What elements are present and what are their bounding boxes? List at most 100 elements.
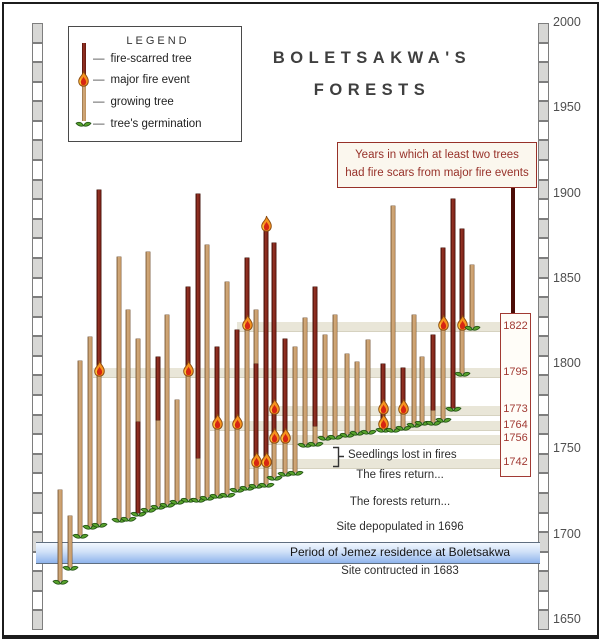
ruler-segment [32, 42, 43, 63]
ruler-segment [538, 355, 549, 376]
germination-icon [384, 425, 402, 433]
flame-icon [260, 451, 273, 468]
ruler-segment [32, 492, 43, 513]
flame-icon [211, 413, 224, 430]
ruler-segment [32, 590, 43, 611]
tree-scar-segment [97, 190, 101, 373]
ruler-segment [538, 512, 549, 533]
ruler-segment [32, 238, 43, 258]
ruler-segment [32, 375, 43, 396]
ruler-segment [538, 492, 549, 513]
tree-stem [303, 318, 307, 445]
ruler-segment [32, 512, 43, 533]
annotation-forests-return: The forests return... [349, 496, 451, 508]
germination-icon [61, 563, 79, 571]
ruler-segment [538, 23, 549, 43]
tree-scar-segment [136, 422, 140, 513]
tree-scar-segment [283, 338, 287, 440]
fire-year-band [248, 458, 500, 469]
legend-item-fire-scarred-tree: — fire-scarred tree [93, 53, 192, 65]
ruler-segment [538, 473, 549, 493]
ruler-segment [32, 257, 43, 278]
callout-line-2: had fire scars from major fire events [345, 166, 529, 179]
legend-dash: — [93, 118, 105, 130]
ruler-segment [538, 316, 549, 337]
tree-stem [175, 399, 179, 501]
ruler-segment [32, 218, 43, 239]
fire-year-label: 1822 [503, 319, 528, 332]
ruler-segment [32, 453, 43, 474]
ruler-segment [538, 179, 549, 200]
ruler-segment [32, 355, 43, 376]
tree-stem [333, 314, 337, 436]
ruler-segment [538, 375, 549, 396]
flame-icon [377, 398, 390, 415]
flame-icon [268, 398, 281, 415]
ruler-segment [538, 81, 549, 102]
year-axis-label: 2000 [553, 15, 581, 29]
tree-stem [366, 340, 370, 431]
callout-pointer-line [510, 184, 515, 313]
germination-icon [71, 531, 89, 539]
fire-icon [77, 70, 90, 87]
tree-stem [323, 335, 327, 438]
tree-stem [412, 314, 416, 424]
flame-icon [182, 360, 195, 377]
tree-stem [245, 258, 249, 487]
ruler-segment [538, 336, 549, 356]
ruler-segment [538, 160, 549, 180]
tree-scar-segment [254, 364, 258, 464]
flame-icon [268, 427, 281, 444]
ruler-segment [32, 62, 43, 82]
germination-icon [119, 514, 137, 522]
ruler-segment [32, 199, 43, 219]
ruler-segment [538, 277, 549, 298]
ruler-segment [32, 414, 43, 435]
title-line-2: FORESTS [313, 81, 431, 99]
germination-icon [247, 481, 265, 489]
tree-stem [126, 309, 130, 518]
tree-stem [225, 282, 229, 494]
tree-scar-segment [196, 193, 200, 458]
fire-year-label: 1764 [503, 418, 528, 431]
ruler-segment [32, 297, 43, 317]
ruler-segment [32, 179, 43, 200]
flame-icon [231, 413, 244, 430]
legend-box: LEGEND — fire-scarred tree — major fire ev… [68, 26, 242, 142]
annotation-fires-return: The fires return... [356, 469, 444, 481]
tree-stem [78, 360, 82, 535]
germination-icon [453, 369, 471, 377]
legend-title: LEGEND [126, 35, 190, 47]
ruler-segment [32, 336, 43, 356]
ruler-segment [538, 42, 549, 63]
ruler-segment [32, 120, 43, 141]
flame-icon [279, 427, 292, 444]
ruler-segment [538, 257, 549, 278]
flame-icon [250, 451, 263, 468]
tree-stem [186, 287, 190, 499]
seedlings-bracket-icon [330, 446, 346, 468]
tree-scar-segment [431, 335, 435, 411]
tree-stem [58, 490, 62, 581]
ruler-segment [32, 571, 43, 591]
tree-scar-segment [441, 248, 445, 327]
ruler-segment [32, 81, 43, 102]
flame-icon [241, 314, 254, 331]
germination-icon [139, 505, 157, 513]
year-axis-label: 1900 [553, 185, 581, 200]
fire-year-label: 1742 [503, 456, 528, 469]
flame-icon [93, 360, 106, 377]
ruler-segment [538, 238, 549, 258]
tree-stem [441, 248, 445, 419]
legend-sample-growing-stem [82, 75, 86, 121]
ruler-segment [32, 610, 43, 630]
tree-scar-segment [245, 258, 249, 327]
ruler-segment [538, 610, 549, 630]
fire-years-callout: Years in which at least two trees had fi… [337, 142, 537, 188]
ruler-segment [32, 101, 43, 121]
year-axis-label: 1750 [553, 441, 581, 456]
tree-scar-segment [460, 229, 464, 327]
germination-icon [51, 577, 69, 585]
